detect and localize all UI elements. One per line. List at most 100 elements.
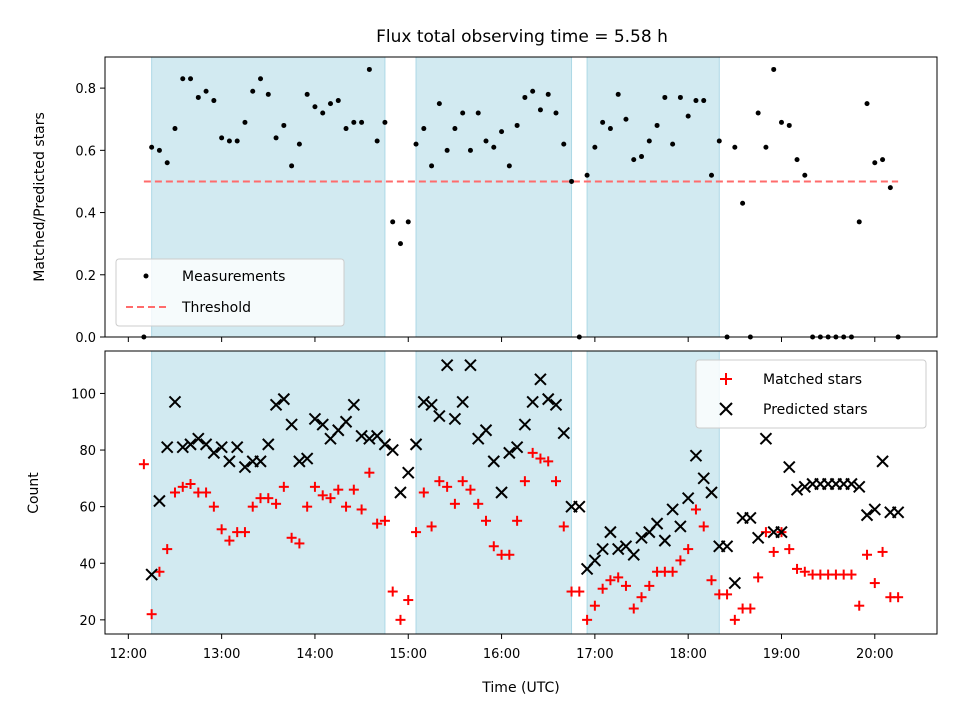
matched-star-point (504, 549, 515, 560)
predicted-star-point (751, 531, 765, 544)
measurement-point (335, 98, 341, 104)
matched-star-point (722, 589, 733, 600)
predicted-stars-points (145, 358, 905, 590)
matched-star-point (481, 515, 492, 526)
predicted-x-b (394, 486, 407, 499)
predicted-star-point (355, 429, 368, 443)
top-legend-box (115, 258, 345, 327)
measurement-point (164, 160, 170, 166)
measurement-point (436, 101, 442, 107)
measurement-point (740, 200, 746, 206)
matched-star-point (294, 538, 305, 549)
predicted-star-point (611, 542, 625, 556)
measurement-point (872, 160, 878, 166)
predicted-star-point (790, 483, 804, 496)
matched-star-point (620, 580, 631, 591)
bottom-legend-box (695, 359, 927, 429)
predicted-x-b (549, 398, 563, 411)
predicted-star-point (440, 358, 454, 372)
predicted-star-point (207, 446, 221, 460)
matched-star-point (356, 504, 367, 515)
matched-star-point (768, 546, 779, 557)
matched-star-point (512, 515, 523, 526)
predicted-x-b (215, 441, 228, 454)
matched-star-point (442, 481, 453, 492)
measurement-point (880, 157, 886, 163)
predicted-x-b (386, 443, 399, 457)
measurement-point (600, 119, 606, 125)
y-tick-label: 0.0 (75, 331, 96, 346)
predicted-star-point (604, 525, 617, 539)
predicted-x-b (207, 446, 221, 460)
predicted-x-b (168, 395, 182, 409)
x-tick-label: 12:00 (110, 647, 147, 662)
predicted-x-b (464, 358, 477, 372)
predicted-star-point (526, 395, 539, 409)
x-tick-label: 16:00 (483, 647, 520, 662)
matched-star-point (216, 524, 227, 535)
predicted-star-point (853, 480, 866, 494)
matched-star-point (286, 532, 297, 543)
x-tick-label: 13:00 (203, 647, 240, 662)
predicted-star-point (549, 398, 563, 411)
measurement-point (359, 119, 365, 125)
legend-label-matched: Matched stars (763, 372, 862, 388)
predicted-x-b (627, 548, 640, 561)
predicted-x-b (487, 455, 500, 468)
measurement-point (631, 157, 637, 163)
x-tick-label: 15:00 (390, 647, 427, 662)
predicted-x-b (751, 531, 765, 544)
predicted-star-point (254, 455, 267, 468)
measurement-point (530, 88, 536, 94)
predicted-star-point (230, 441, 244, 454)
measurement-point (156, 147, 162, 153)
predicted-x-b (557, 426, 570, 440)
predicted-star-point (308, 412, 322, 426)
measurement-point (172, 126, 178, 132)
predicted-star-point (674, 520, 687, 533)
predicted-x-b (293, 455, 306, 468)
predicted-x-b (160, 441, 174, 454)
x-tick-label: 19:00 (763, 647, 800, 662)
measurement-point (615, 91, 621, 97)
predicted-star-point (293, 455, 306, 468)
matched-star-point (792, 563, 803, 574)
matched-star-point (550, 476, 561, 487)
top-x-ticks (127, 337, 876, 342)
bottom-panel: 20 40 60 80 100 12:00 13:00 14:00 15:00 16:00 17:… (26, 350, 938, 696)
predicted-x-b (370, 429, 384, 443)
predicted-x-b (728, 576, 742, 590)
bottom-x-ticks: 12:00 13:00 14:00 15:00 16:00 17:00 18:00 19:00… (110, 634, 894, 662)
predicted-star-point (705, 486, 718, 499)
y-tick-label: 0.2 (75, 269, 96, 284)
bottom-axes-frame (104, 350, 938, 635)
predicted-star-point (876, 455, 889, 468)
predicted-star-point (402, 466, 415, 479)
predicted-x-b (316, 418, 329, 431)
measurement-point (452, 126, 458, 132)
predicted-x-b (269, 398, 283, 411)
measurement-point (794, 157, 800, 163)
predicted-star-point (798, 480, 812, 494)
predicted-x-b (526, 395, 539, 409)
predicted-x-b (285, 418, 298, 431)
measurement-point (188, 76, 194, 82)
predicted-x-b (262, 438, 275, 451)
measurement-point (569, 178, 575, 184)
measurement-point (390, 219, 396, 225)
predicted-x-b (355, 429, 368, 443)
matched-star-point (426, 521, 437, 532)
measurement-point (584, 172, 590, 178)
predicted-x-b (658, 534, 672, 547)
measurement-point (444, 147, 450, 153)
matched-star-point (543, 456, 554, 467)
measurement-point (662, 94, 668, 100)
measurement-point (413, 141, 419, 147)
legend-marker-predicted (719, 402, 733, 416)
matched-star-point (364, 467, 375, 478)
predicted-x-b (254, 455, 267, 468)
measurement-point (475, 110, 481, 116)
predicted-star-point (658, 534, 672, 547)
matched-star-point (465, 484, 476, 495)
measurement-point (429, 163, 435, 169)
